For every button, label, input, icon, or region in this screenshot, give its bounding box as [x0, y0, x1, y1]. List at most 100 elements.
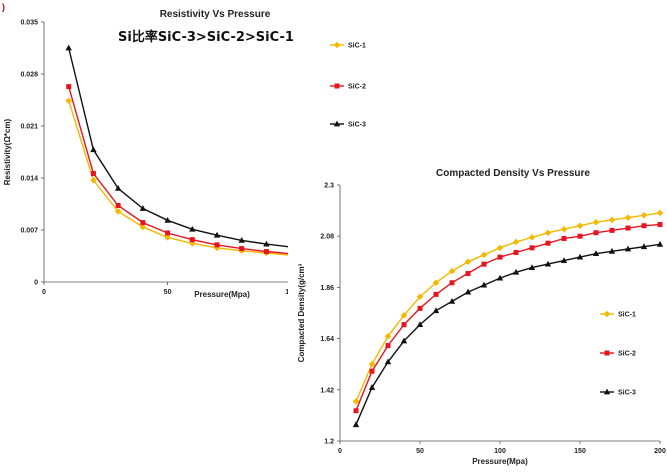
- data-point: [165, 230, 171, 236]
- series-line-sic-1: [355, 212, 661, 402]
- legend-marker: [604, 350, 610, 356]
- x-tick-label: 50: [416, 448, 424, 455]
- data-point: [140, 220, 146, 226]
- si-ratio-annotation: Si比率SiC-3>SiC-2>SiC-1: [118, 30, 294, 45]
- data-point: [513, 249, 519, 255]
- data-point: [385, 343, 391, 349]
- data-point: [561, 236, 567, 242]
- y-tick-label: 2.3: [324, 183, 334, 190]
- legend-label: SiC-3: [618, 390, 636, 397]
- y-tick-label: 0.007: [20, 228, 38, 235]
- y-tick-label: 0.021: [20, 124, 38, 131]
- data-point: [433, 291, 439, 297]
- data-point: [352, 421, 360, 428]
- data-point: [66, 84, 72, 90]
- data-point: [90, 146, 97, 153]
- y-tick-label: 0.014: [20, 176, 38, 183]
- data-point: [164, 216, 171, 223]
- data-point: [65, 97, 72, 104]
- data-point: [417, 305, 423, 311]
- data-point: [400, 337, 408, 344]
- legend-marker: [333, 41, 341, 49]
- data-point: [115, 202, 121, 208]
- legend-label: SiC-1: [618, 312, 636, 319]
- data-point: [400, 312, 408, 319]
- data-point: [544, 229, 552, 236]
- data-point: [368, 384, 376, 390]
- chart-title: Resistivity Vs Pressure: [160, 9, 271, 20]
- data-point: [529, 245, 535, 251]
- data-point: [592, 250, 600, 257]
- x-tick-label: 100: [494, 448, 506, 455]
- data-point: [352, 398, 360, 405]
- y-tick-label: 1.42: [320, 387, 334, 394]
- data-point: [368, 360, 376, 368]
- compacted-density-chart-panel: Compacted Density Vs Pressure 1.2 1.42 1.64…: [288, 160, 667, 470]
- data-point: [577, 233, 583, 239]
- legend-label: SiC-2: [618, 351, 636, 358]
- data-point: [164, 234, 171, 241]
- data-point: [263, 249, 269, 255]
- data-point: [480, 281, 488, 288]
- data-point: [189, 237, 195, 243]
- x-tick-label: 0: [338, 448, 342, 455]
- data-point: [497, 254, 503, 260]
- data-point: [432, 307, 440, 314]
- y-tick-label: 1.64: [320, 336, 334, 343]
- y-tick-label: 0.028: [20, 72, 38, 79]
- legend-marker: [603, 388, 611, 395]
- data-point: [263, 240, 270, 247]
- legend-marker: [334, 83, 340, 89]
- data-point: [213, 231, 221, 238]
- data-point: [593, 230, 599, 236]
- data-point: [657, 222, 663, 228]
- data-point: [139, 223, 147, 231]
- data-point: [369, 368, 375, 374]
- legend-label: SiC-2: [348, 84, 366, 91]
- legend-marker: [603, 310, 611, 318]
- data-point: [90, 171, 96, 177]
- series-line-sic-3: [355, 243, 661, 425]
- data-point: [353, 408, 359, 414]
- data-point: [189, 225, 196, 232]
- data-point: [640, 243, 648, 250]
- y-axis-label: Compacted Density(g/cm³: [297, 263, 306, 362]
- legend-label: SiC-3: [348, 122, 366, 129]
- data-point: [496, 244, 504, 252]
- data-point: [625, 225, 631, 231]
- data-point: [544, 260, 552, 267]
- data-point: [401, 322, 407, 328]
- data-point: [384, 358, 392, 365]
- series-line-sic-2: [355, 223, 661, 411]
- chart-title: Compacted Density Vs Pressure: [436, 168, 590, 179]
- corner-mark: ): [2, 2, 5, 12]
- data-point: [416, 321, 424, 328]
- y-tick-label: 0: [34, 280, 38, 287]
- data-point: [528, 264, 536, 271]
- data-point: [528, 234, 536, 241]
- data-point: [512, 268, 520, 275]
- data-point: [416, 293, 424, 300]
- data-point: [545, 240, 551, 246]
- data-point: [449, 280, 455, 286]
- data-point: [464, 288, 472, 295]
- y-tick-label: 1.86: [320, 285, 334, 292]
- data-point: [560, 225, 568, 233]
- x-tick-label: 150: [574, 448, 586, 455]
- data-point: [114, 185, 122, 191]
- data-point: [65, 44, 72, 51]
- data-point: [576, 222, 584, 229]
- data-point: [139, 205, 147, 211]
- x-axis-label: Pressure(Mpa): [194, 290, 250, 299]
- data-point: [512, 238, 520, 246]
- data-point: [608, 247, 616, 254]
- data-point: [465, 270, 471, 276]
- data-point: [432, 279, 440, 286]
- data-point: [576, 253, 584, 260]
- y-tick-label: 1.2: [324, 439, 334, 446]
- data-point: [481, 261, 487, 267]
- legend-marker: [333, 120, 341, 127]
- data-point: [480, 251, 488, 259]
- data-point: [641, 223, 647, 229]
